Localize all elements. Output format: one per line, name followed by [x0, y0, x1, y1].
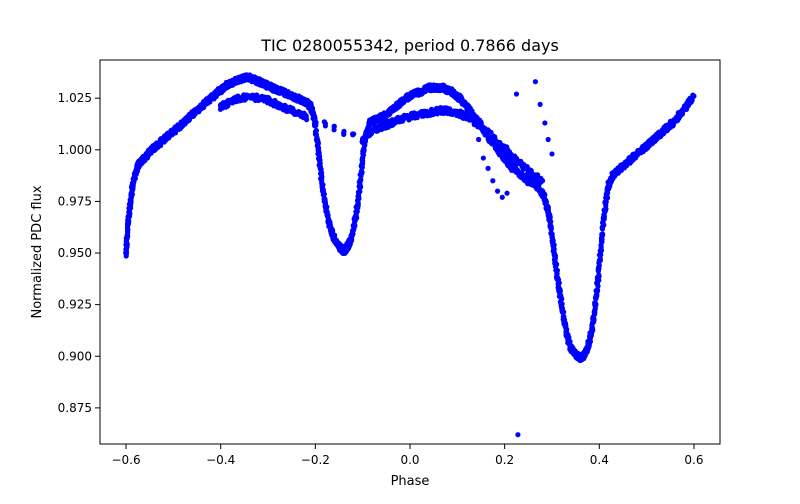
- data-point: [593, 288, 600, 295]
- data-point: [303, 117, 310, 123]
- x-axis-ticks: −0.6 −0.4 −0.2 0.0 0.2 0.4 0.6: [111, 444, 704, 467]
- data-point: [312, 117, 318, 123]
- y-tick-label: 1.025: [58, 91, 92, 105]
- data-points-layer: [123, 72, 697, 438]
- data-point: [124, 233, 130, 239]
- data-point: [485, 165, 491, 171]
- data-point: [124, 228, 131, 234]
- data-point: [358, 184, 364, 190]
- data-point: [480, 155, 486, 161]
- y-tick-label: 0.875: [58, 401, 92, 415]
- data-point: [351, 131, 357, 137]
- data-point: [598, 244, 604, 250]
- data-point: [331, 127, 337, 133]
- data-point: [594, 293, 600, 299]
- data-point: [509, 167, 515, 174]
- data-point: [341, 128, 347, 134]
- data-point: [321, 191, 327, 197]
- data-point: [325, 214, 331, 220]
- data-point: [492, 134, 498, 140]
- data-point: [316, 150, 322, 156]
- data-point: [600, 224, 606, 230]
- data-point: [317, 164, 323, 170]
- data-point: [691, 93, 697, 99]
- x-tick-label: −0.6: [111, 453, 140, 467]
- data-point: [545, 136, 551, 143]
- data-point: [532, 79, 539, 85]
- y-axis-ticks: 0.875 0.900 0.925 0.950 0.975 1.000 1.025: [58, 91, 100, 415]
- data-point: [186, 117, 192, 123]
- x-tick-label: 0.4: [590, 453, 609, 467]
- data-point: [490, 178, 496, 184]
- data-point: [596, 272, 602, 278]
- data-point: [549, 151, 555, 157]
- data-point: [603, 199, 609, 205]
- data-point: [549, 231, 555, 237]
- chart-title: TIC 0280055342, period 0.7866 days: [260, 36, 559, 55]
- x-axis-label: Phase: [391, 474, 430, 489]
- x-tick-label: −0.4: [206, 453, 235, 467]
- data-point: [560, 309, 566, 316]
- data-point: [553, 267, 559, 273]
- x-tick-label: 0.2: [495, 453, 514, 467]
- data-point: [321, 119, 327, 125]
- data-point: [542, 120, 548, 126]
- x-tick-label: 0.6: [684, 453, 703, 467]
- data-point: [539, 178, 546, 184]
- data-point: [553, 263, 559, 269]
- data-point: [128, 200, 134, 206]
- data-point: [515, 432, 521, 438]
- data-point: [322, 123, 328, 129]
- data-point: [599, 232, 605, 238]
- y-tick-label: 0.900: [58, 349, 92, 363]
- data-point: [551, 242, 557, 248]
- y-tick-label: 0.925: [58, 298, 92, 312]
- data-point: [356, 190, 362, 196]
- data-point: [358, 168, 365, 174]
- data-point: [596, 265, 602, 271]
- data-point: [547, 218, 553, 224]
- data-point: [499, 194, 505, 200]
- data-point: [513, 91, 520, 97]
- data-point: [303, 112, 309, 119]
- data-point: [361, 145, 367, 152]
- data-point: [476, 136, 482, 143]
- data-point: [592, 300, 598, 306]
- data-point: [603, 206, 609, 212]
- data-point: [494, 188, 501, 194]
- data-point: [128, 191, 134, 197]
- y-tick-label: 0.975: [58, 194, 92, 208]
- data-point: [548, 226, 554, 232]
- data-point: [537, 101, 543, 107]
- y-tick-label: 0.950: [58, 246, 92, 260]
- data-point: [504, 190, 510, 196]
- x-tick-label: −0.2: [301, 453, 330, 467]
- x-tick-label: 0.0: [400, 453, 419, 467]
- data-point: [598, 252, 604, 258]
- y-axis-label: Normalized PDC flux: [30, 185, 45, 318]
- data-point: [322, 199, 328, 205]
- y-tick-label: 1.000: [58, 143, 92, 157]
